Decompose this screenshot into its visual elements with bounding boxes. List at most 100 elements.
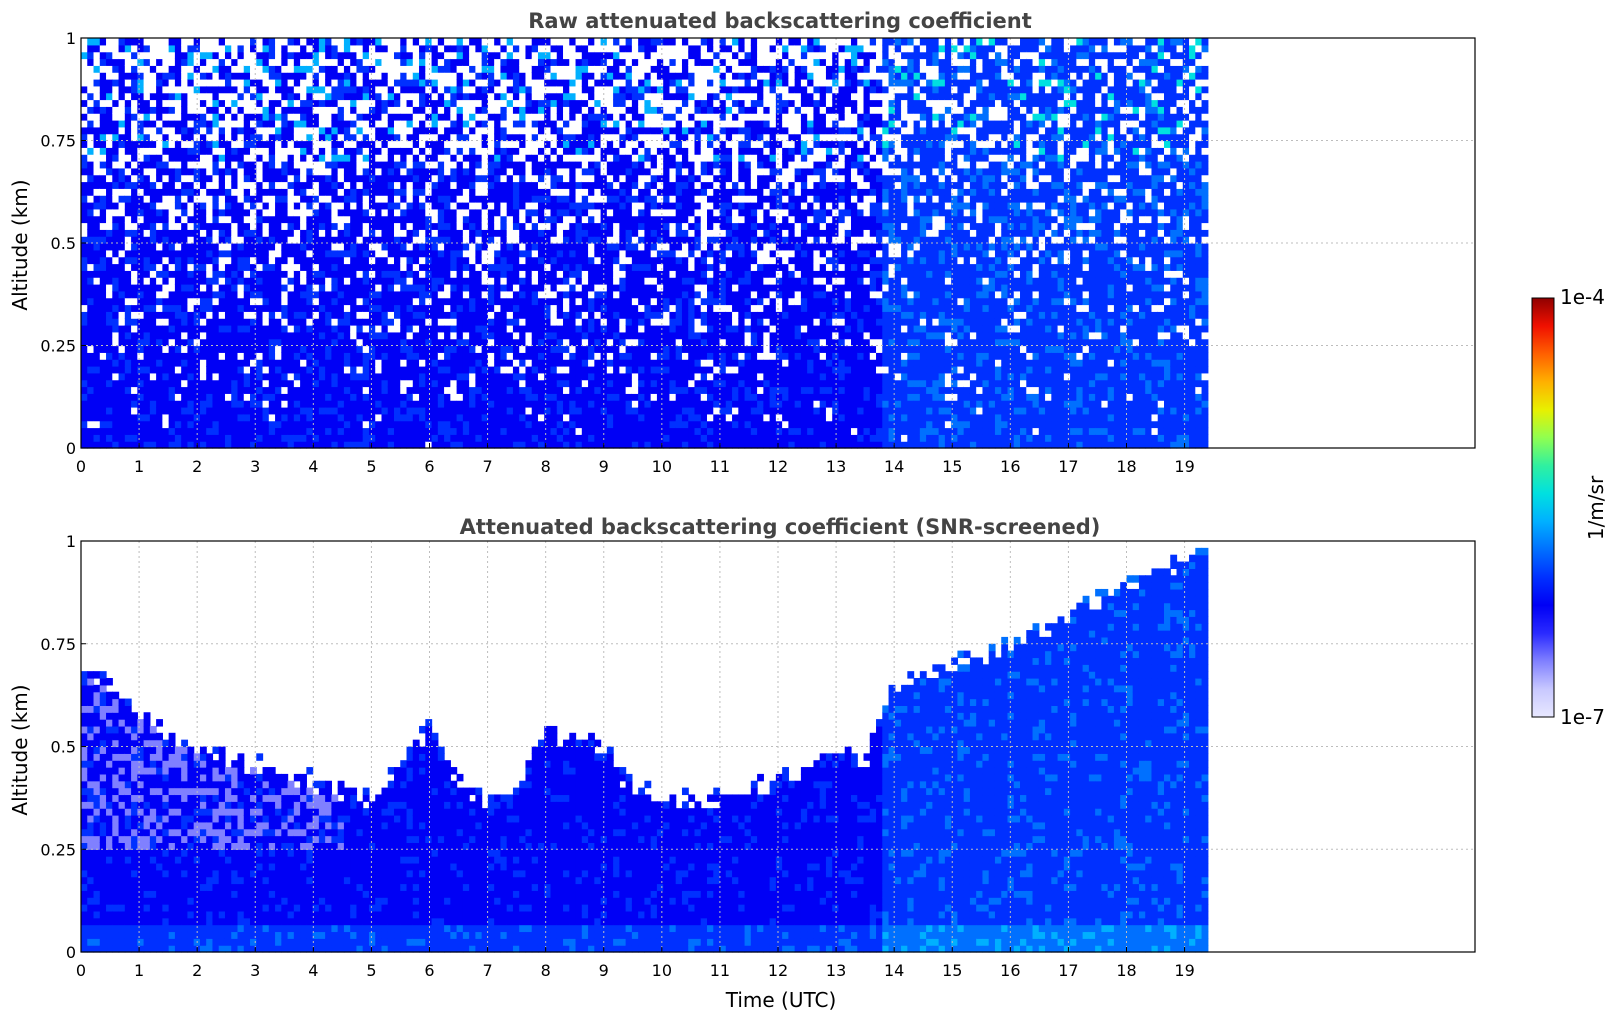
heatmap-cell xyxy=(387,393,395,401)
heatmap-cell xyxy=(412,236,420,244)
heatmap-cell xyxy=(500,379,508,388)
heatmap-cell xyxy=(525,133,533,142)
heatmap-cell xyxy=(237,284,245,292)
heatmap-cell xyxy=(512,215,520,224)
heatmap-cell xyxy=(300,318,307,326)
heatmap-cell xyxy=(181,243,189,251)
heatmap-cell xyxy=(437,297,445,306)
heatmap-cell xyxy=(362,366,370,374)
heatmap-cell xyxy=(375,44,383,53)
heatmap-cell xyxy=(293,284,301,292)
heatmap-cell xyxy=(275,58,282,66)
heatmap-cell xyxy=(550,79,558,87)
heatmap-cell xyxy=(556,249,564,258)
heatmap-cell xyxy=(237,249,245,258)
heatmap-cell xyxy=(412,133,420,142)
heatmap-cell xyxy=(218,126,226,135)
heatmap-cell xyxy=(481,120,489,128)
heatmap-cell xyxy=(143,140,151,148)
heatmap-cell xyxy=(168,331,176,340)
heatmap-cell xyxy=(124,161,132,169)
heatmap-cell xyxy=(456,304,464,312)
heatmap-cell xyxy=(456,236,464,244)
heatmap-cell xyxy=(143,331,151,340)
heatmap-cell xyxy=(406,181,414,189)
heatmap-cell xyxy=(212,195,220,203)
heatmap-cell xyxy=(293,51,301,60)
heatmap-cell xyxy=(174,263,182,271)
heatmap-cell xyxy=(419,434,426,442)
heatmap-cell xyxy=(149,133,157,142)
heatmap-cell xyxy=(231,270,239,278)
heatmap-cell xyxy=(575,318,583,326)
heatmap-cell xyxy=(156,243,163,251)
heatmap-cell xyxy=(425,229,433,237)
heatmap-cell xyxy=(506,229,514,237)
heatmap-cell xyxy=(368,202,376,210)
heatmap-cell xyxy=(581,133,589,142)
heatmap-cell xyxy=(287,215,295,224)
heatmap-cell xyxy=(512,331,520,340)
heatmap-cell xyxy=(419,229,426,237)
heatmap-cell xyxy=(187,345,195,353)
heatmap-cell xyxy=(306,434,314,442)
heatmap-cell xyxy=(156,92,163,101)
heatmap-cell xyxy=(556,195,564,203)
heatmap-cell xyxy=(156,434,163,442)
heatmap-cell xyxy=(168,338,176,347)
heatmap-cell xyxy=(419,297,426,306)
heatmap-cell xyxy=(256,120,264,128)
heatmap-cell xyxy=(581,372,589,381)
heatmap-cell xyxy=(506,338,514,347)
heatmap-cell xyxy=(262,92,270,101)
heatmap-cell xyxy=(93,331,101,340)
heatmap-cell xyxy=(375,215,383,224)
heatmap-cell xyxy=(87,290,95,299)
heatmap-cell xyxy=(275,277,282,285)
heatmap-cell xyxy=(437,79,445,87)
heatmap-cell xyxy=(199,44,207,53)
heatmap-cell xyxy=(306,290,314,299)
heatmap-cell xyxy=(131,338,138,347)
heatmap-cell xyxy=(350,167,358,176)
heatmap-cell xyxy=(87,331,95,340)
heatmap-cell xyxy=(87,51,95,60)
heatmap-cell xyxy=(506,92,514,101)
heatmap-cell xyxy=(575,304,583,312)
heatmap-cell xyxy=(168,270,176,278)
heatmap-cell xyxy=(387,133,395,142)
heatmap-cell xyxy=(137,434,145,442)
heatmap-cell xyxy=(106,304,113,312)
heatmap-cell xyxy=(231,400,239,408)
heatmap-cell xyxy=(106,359,113,367)
heatmap-cell xyxy=(331,427,339,435)
heatmap-cell xyxy=(268,386,276,394)
heatmap-cell xyxy=(594,331,602,340)
heatmap-cell xyxy=(143,99,151,107)
heatmap-cell xyxy=(394,65,401,73)
heatmap-cell xyxy=(431,126,439,135)
heatmap-cell xyxy=(575,352,583,360)
heatmap-cell xyxy=(337,202,345,210)
heatmap-cell xyxy=(337,58,345,66)
heatmap-cell xyxy=(419,222,426,230)
heatmap-cell xyxy=(231,441,239,449)
heatmap-cell xyxy=(312,99,320,107)
heatmap-cell xyxy=(268,338,276,347)
heatmap-cell xyxy=(281,338,289,347)
heatmap-cell xyxy=(168,38,176,46)
heatmap-cell xyxy=(375,58,383,66)
heatmap-cell xyxy=(137,154,145,162)
heatmap-cell xyxy=(462,161,470,169)
heatmap-cell xyxy=(487,407,495,415)
heatmap-cell xyxy=(306,379,314,388)
heatmap-cell xyxy=(124,222,132,230)
heatmap-cell xyxy=(487,236,495,244)
heatmap-cell xyxy=(237,338,245,347)
heatmap-cell xyxy=(256,72,264,80)
heatmap-cell xyxy=(500,352,508,360)
heatmap-cell xyxy=(462,215,470,224)
heatmap-cell xyxy=(275,372,282,381)
heatmap-cell xyxy=(387,256,395,265)
heatmap-cell xyxy=(231,154,239,162)
